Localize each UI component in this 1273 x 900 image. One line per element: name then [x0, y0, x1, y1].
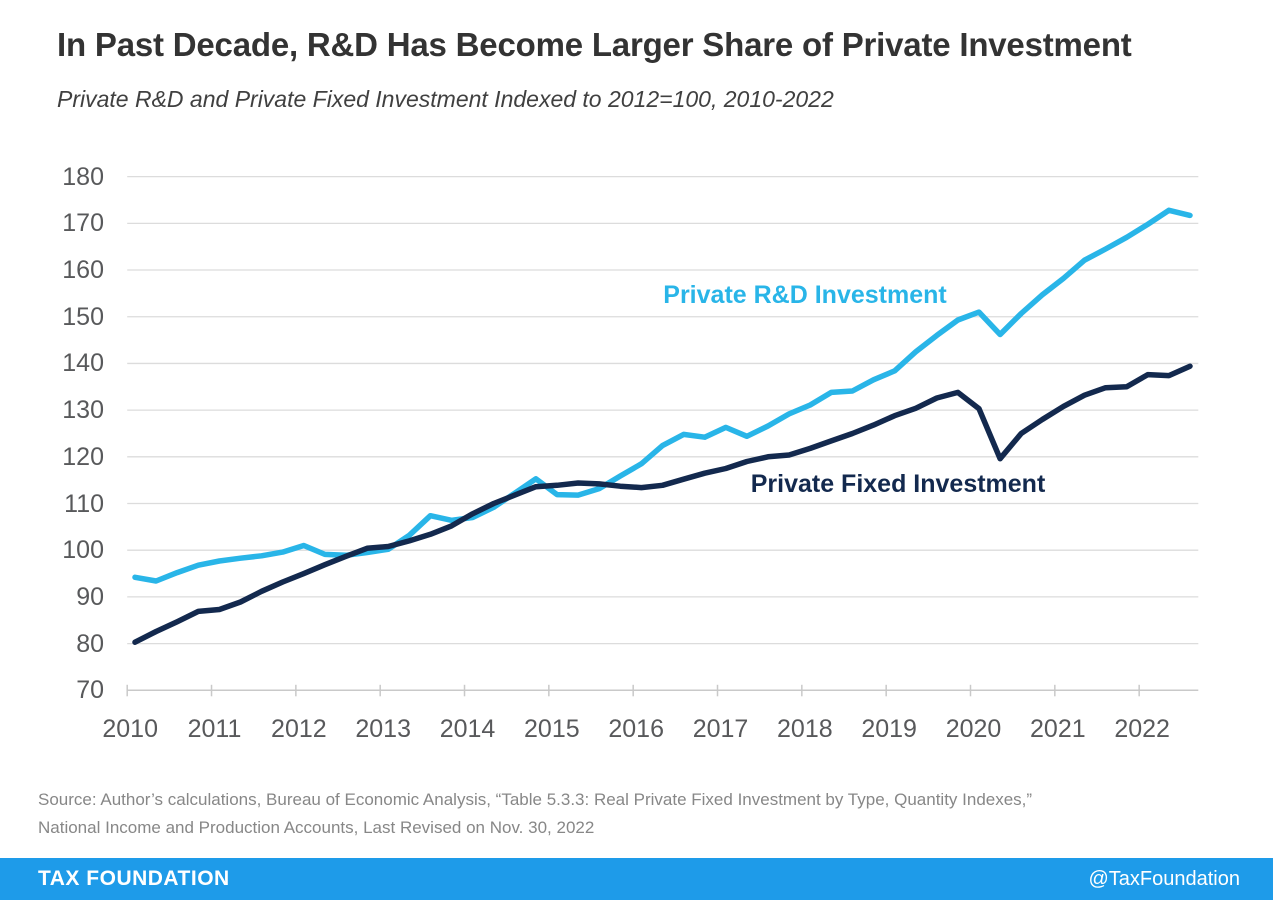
x-axis-tick-label-2014: 2014: [439, 715, 496, 743]
series-line-private-r-d-investment: [132, 207, 1193, 584]
source-note: Source: Author’s calculations, Bureau of…: [38, 786, 1188, 842]
x-axis-tick-label-2017: 2017: [692, 715, 749, 743]
x-axis-tick-label-2011: 2011: [187, 715, 242, 743]
x-axis-tick-label-2018: 2018: [777, 715, 833, 743]
y-axis-tick-label-70: 70: [76, 676, 104, 705]
x-axis-tick-label-2021: 2021: [1030, 715, 1086, 743]
y-axis-tick-label-150: 150: [62, 302, 104, 331]
y-axis-tick-label-170: 170: [62, 209, 104, 238]
footer-brand: TAX FOUNDATION: [38, 867, 230, 890]
y-axis-tick-label-180: 180: [62, 162, 104, 191]
x-axis-tick-label-2019: 2019: [861, 715, 917, 743]
footer-bar: TAX FOUNDATION @TaxFoundation: [0, 858, 1273, 900]
x-axis-tick-label-2015: 2015: [524, 715, 580, 743]
x-axis-tick-label-2016: 2016: [608, 715, 664, 743]
y-axis-tick-label-160: 160: [62, 256, 104, 285]
series-label-private-rd: Private R&D Investment: [663, 281, 947, 309]
y-axis-tick-label-90: 90: [76, 582, 104, 611]
source-line-2: National Income and Production Accounts,…: [38, 818, 595, 837]
series-line-private-fixed-investment: [132, 363, 1193, 645]
x-axis-tick-label-2012: 2012: [271, 715, 327, 743]
footer-twitter-handle: @TaxFoundation: [1088, 868, 1240, 890]
y-axis-tick-label-140: 140: [62, 349, 104, 378]
y-axis-tick-label-100: 100: [62, 536, 104, 565]
page-title: In Past Decade, R&D Has Become Larger Sh…: [57, 26, 1132, 63]
page-subtitle: Private R&D and Private Fixed Investment…: [57, 86, 834, 112]
y-axis-tick-label-130: 130: [62, 396, 104, 425]
y-axis-tick-label-120: 120: [62, 442, 104, 471]
x-axis-tick-label-2020: 2020: [945, 715, 1002, 743]
source-line-1: Source: Author’s calculations, Bureau of…: [38, 790, 1033, 809]
series-label-private-fixed: Private Fixed Investment: [750, 470, 1046, 498]
x-axis-tick-label-2013: 2013: [355, 715, 411, 743]
x-axis-tick-label-2010: 2010: [102, 715, 158, 743]
x-axis-tick-label-2022: 2022: [1114, 715, 1170, 743]
y-axis-tick-label-80: 80: [76, 629, 104, 658]
y-axis-tick-label-110: 110: [64, 489, 104, 518]
